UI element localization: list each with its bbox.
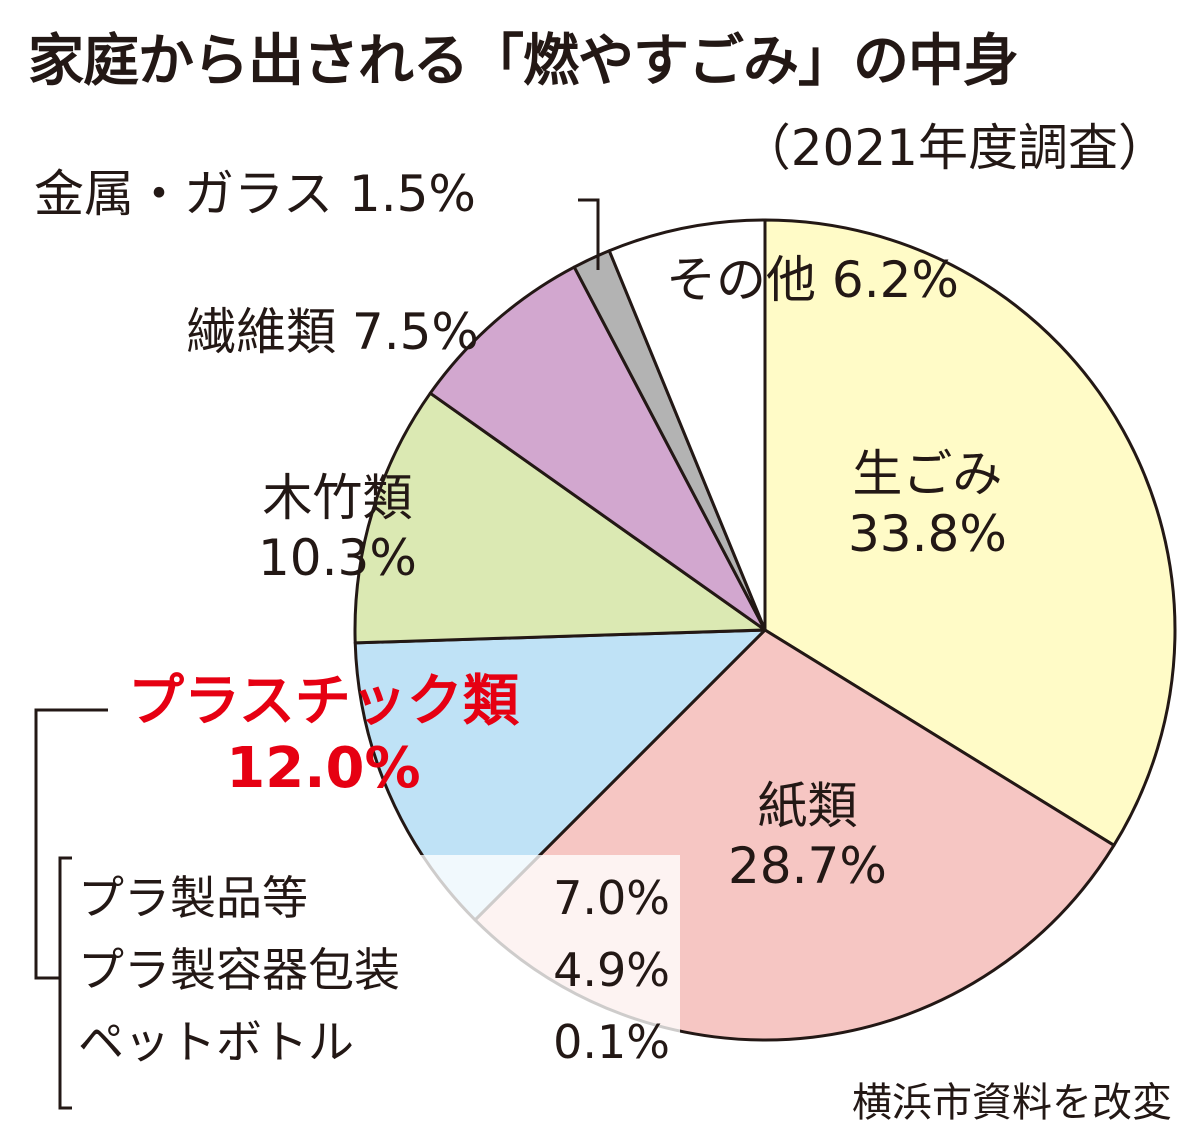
slice-value-food-waste: 33.8% — [848, 504, 1007, 564]
slice-label-paper: 紙類 28.7% — [728, 776, 887, 896]
slice-label-plastic: プラスチック類 12.0% — [128, 668, 519, 802]
slice-label-textile: 繊維類 7.5% — [186, 302, 479, 362]
slice-value-wood-bamboo: 10.3% — [258, 528, 417, 588]
slice-label-metal-glass: 金属・ガラス 1.5% — [34, 164, 476, 224]
slice-name-wood-bamboo: 木竹類 — [258, 468, 417, 528]
slice-value-plastic: 12.0% — [128, 735, 519, 802]
breakdown-row: プラ製品等 7.0% — [78, 862, 670, 934]
breakdown-name: ペットボトル — [78, 1006, 510, 1078]
slice-name-paper: 紙類 — [728, 776, 887, 836]
slice-value-paper: 28.7% — [728, 836, 887, 896]
slice-name-plastic: プラスチック類 — [128, 668, 519, 735]
breakdown-name: プラ製品等 — [78, 862, 510, 934]
plastic-breakdown-list: プラ製品等 7.0% プラ製容器包装 4.9% ペットボトル 0.1% — [78, 862, 670, 1078]
breakdown-name: プラ製容器包装 — [78, 934, 510, 1006]
slice-name-other: その他 — [666, 251, 816, 309]
source-note: 横浜市資料を改変 — [852, 1070, 1172, 1128]
slice-value-textile: 7.5% — [352, 303, 479, 361]
bracket-plastic-inner — [60, 858, 72, 1108]
slice-name-metal-glass: 金属・ガラス — [34, 165, 333, 223]
slice-name-food-waste: 生ごみ — [848, 444, 1007, 504]
slice-label-food-waste: 生ごみ 33.8% — [848, 444, 1007, 564]
slice-value-other: 6.2% — [832, 251, 959, 309]
breakdown-row: プラ製容器包装 4.9% — [78, 934, 670, 1006]
slice-name-textile: 繊維類 — [186, 303, 336, 361]
breakdown-value: 4.9% — [510, 934, 670, 1006]
breakdown-value: 0.1% — [510, 1006, 670, 1078]
slice-label-wood-bamboo: 木竹類 10.3% — [258, 468, 417, 588]
slice-value-metal-glass: 1.5% — [349, 165, 476, 223]
breakdown-row: ペットボトル 0.1% — [78, 1006, 670, 1078]
slice-label-other: その他 6.2% — [666, 250, 959, 310]
breakdown-value: 7.0% — [510, 862, 670, 934]
